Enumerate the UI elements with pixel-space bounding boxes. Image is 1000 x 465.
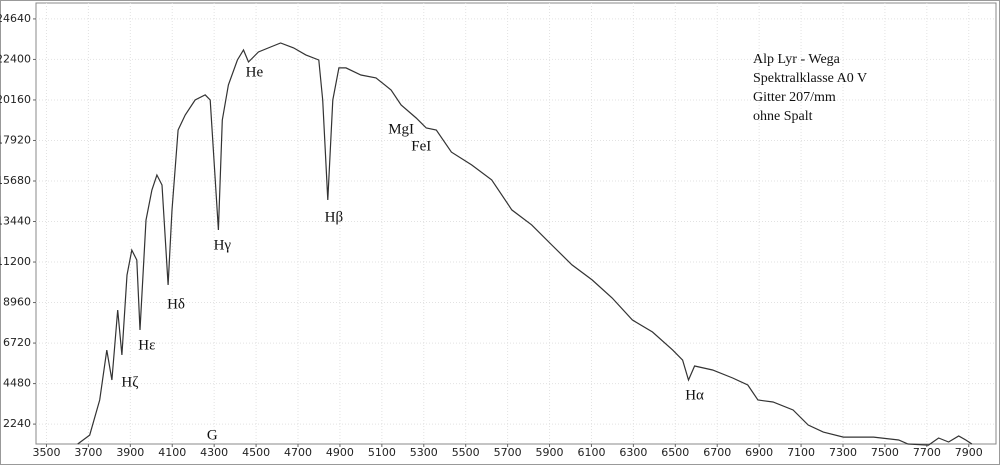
y-tick-label: 15680 (0, 174, 31, 187)
line-annotation: Hβ (325, 209, 343, 225)
x-tick-label: 7300 (829, 446, 857, 459)
info-text: Gitter 207/mm (753, 90, 836, 105)
x-tick-label: 7700 (913, 446, 941, 459)
y-tick-label: 17920 (0, 133, 31, 146)
y-tick-label: 6720 (3, 336, 31, 349)
line-annotation: Hα (685, 388, 704, 404)
y-tick-label: 13440 (0, 215, 31, 228)
line-annotation: Hζ (121, 375, 138, 391)
x-tick-label: 6100 (577, 446, 605, 459)
x-tick-label: 5700 (494, 446, 522, 459)
x-tick-label: 6700 (703, 446, 731, 459)
y-tick-label: 20160 (0, 93, 31, 106)
x-tick-label: 4900 (326, 446, 354, 459)
x-tick-label: 3700 (74, 446, 102, 459)
plot-area (35, 2, 997, 445)
y-tick-label: 4480 (3, 377, 31, 390)
y-tick-label: 24640 (0, 12, 31, 25)
line-annotation: Hε (138, 338, 155, 354)
y-tick-label: 8960 (3, 296, 31, 309)
line-annotation: He (246, 64, 264, 80)
spectrum-line (77, 42, 973, 446)
x-tick-label: 5300 (410, 446, 438, 459)
x-tick-label: 4500 (242, 446, 270, 459)
line-annotation: MgI (388, 121, 414, 137)
y-tick-label: 11200 (0, 255, 31, 268)
x-tick-label: 5100 (368, 446, 396, 459)
x-tick-label: 4300 (200, 446, 228, 459)
line-annotation: Hδ (167, 297, 185, 313)
x-tick-label: 6300 (619, 446, 647, 459)
info-text: ohne Spalt (753, 109, 813, 124)
x-tick-label: 3900 (116, 446, 144, 459)
x-tick-label: 5500 (452, 446, 480, 459)
x-tick-label: 6500 (661, 446, 689, 459)
line-annotation: Hγ (214, 238, 232, 254)
x-tick-label: 6900 (745, 446, 773, 459)
x-tick-label: 7500 (871, 446, 899, 459)
line-annotation: G (207, 427, 218, 443)
x-tick-label: 3500 (32, 446, 60, 459)
y-tick-label: 22400 (0, 52, 31, 65)
info-text: Spektralklasse A0 V (753, 71, 867, 86)
x-tick-label: 4700 (284, 446, 312, 459)
info-text: Alp Lyr - Wega (753, 52, 841, 67)
x-tick-label: 7900 (955, 446, 983, 459)
line-annotation: FeI (411, 138, 431, 154)
x-tick-label: 7100 (787, 446, 815, 459)
x-tick-label: 4100 (158, 446, 186, 459)
y-tick-label: 2240 (3, 417, 31, 430)
x-tick-label: 5900 (536, 446, 564, 459)
